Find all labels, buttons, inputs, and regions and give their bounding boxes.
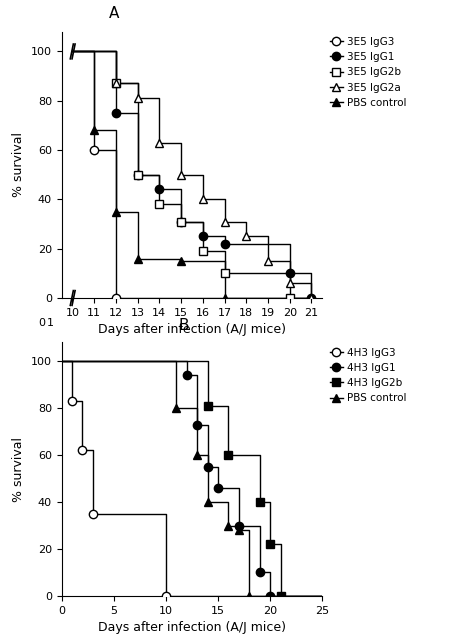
Y-axis label: % survival: % survival [12, 133, 25, 197]
X-axis label: Days after infection (A/J mice): Days after infection (A/J mice) [98, 621, 286, 634]
Text: A: A [109, 6, 119, 22]
Legend: 3E5 IgG3, 3E5 IgG1, 3E5 IgG2b, 3E5 IgG2a, PBS control: 3E5 IgG3, 3E5 IgG1, 3E5 IgG2b, 3E5 IgG2a… [330, 37, 406, 108]
Text: 0: 0 [38, 318, 46, 328]
X-axis label: Days after infection (A/J mice): Days after infection (A/J mice) [98, 323, 286, 336]
Y-axis label: % survival: % survival [12, 437, 25, 501]
Text: B: B [179, 318, 190, 333]
Legend: 4H3 IgG3, 4H3 IgG1, 4H3 IgG2b, PBS control: 4H3 IgG3, 4H3 IgG1, 4H3 IgG2b, PBS contr… [330, 347, 406, 403]
Text: 1: 1 [46, 318, 54, 328]
